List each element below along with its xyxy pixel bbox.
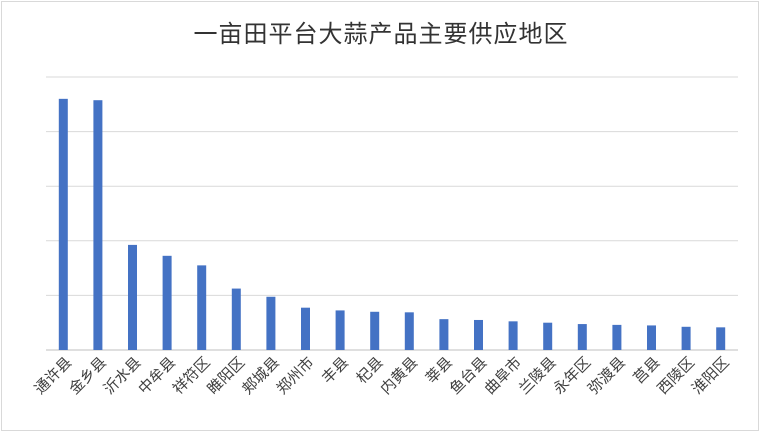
bar (474, 319, 483, 350)
x-tick-label: 丰县 (318, 353, 352, 387)
bar (128, 244, 137, 350)
x-tick-label: 郏城县 (238, 353, 283, 398)
bar (681, 326, 691, 350)
bar (335, 310, 345, 350)
x-tick-label: 通许县 (31, 353, 76, 398)
bar (439, 319, 449, 350)
bar (647, 325, 656, 350)
gridlines (46, 76, 738, 351)
bar (370, 311, 380, 350)
x-tick-label: 内黄县 (377, 353, 422, 398)
x-tick-label: 睢阳区 (204, 353, 249, 398)
x-tick-label: 金乡县 (65, 353, 110, 398)
bar (612, 324, 622, 350)
x-tick-label: 中牟县 (135, 353, 180, 398)
bar (58, 98, 68, 350)
bar (266, 296, 276, 350)
x-tick-label: 西陵区 (654, 353, 699, 398)
x-tick-label: 郑州市 (273, 353, 318, 398)
bar (197, 265, 207, 350)
bar (93, 100, 103, 350)
bar (301, 307, 310, 350)
bar (716, 327, 726, 350)
x-tick-label: 曲阜市 (481, 353, 526, 398)
x-tick-label: 沂水县 (100, 353, 145, 398)
x-tick-label: 兰陵县 (515, 353, 560, 398)
bar (231, 288, 241, 350)
bars (58, 98, 726, 350)
bar (543, 322, 553, 350)
chart-title: 一亩田平台大蒜产品主要供应地区 (193, 20, 569, 48)
bar (508, 321, 518, 350)
bar (162, 255, 172, 350)
x-tick-label: 淮阳区 (688, 353, 733, 398)
x-tick-label: 弥渡县 (584, 353, 629, 398)
x-tick-label: 永年区 (550, 353, 595, 398)
x-tick-label: 鱼台县 (446, 353, 491, 398)
x-tick-label: 祥符区 (169, 353, 214, 398)
bar (404, 312, 414, 350)
bar (577, 324, 587, 350)
